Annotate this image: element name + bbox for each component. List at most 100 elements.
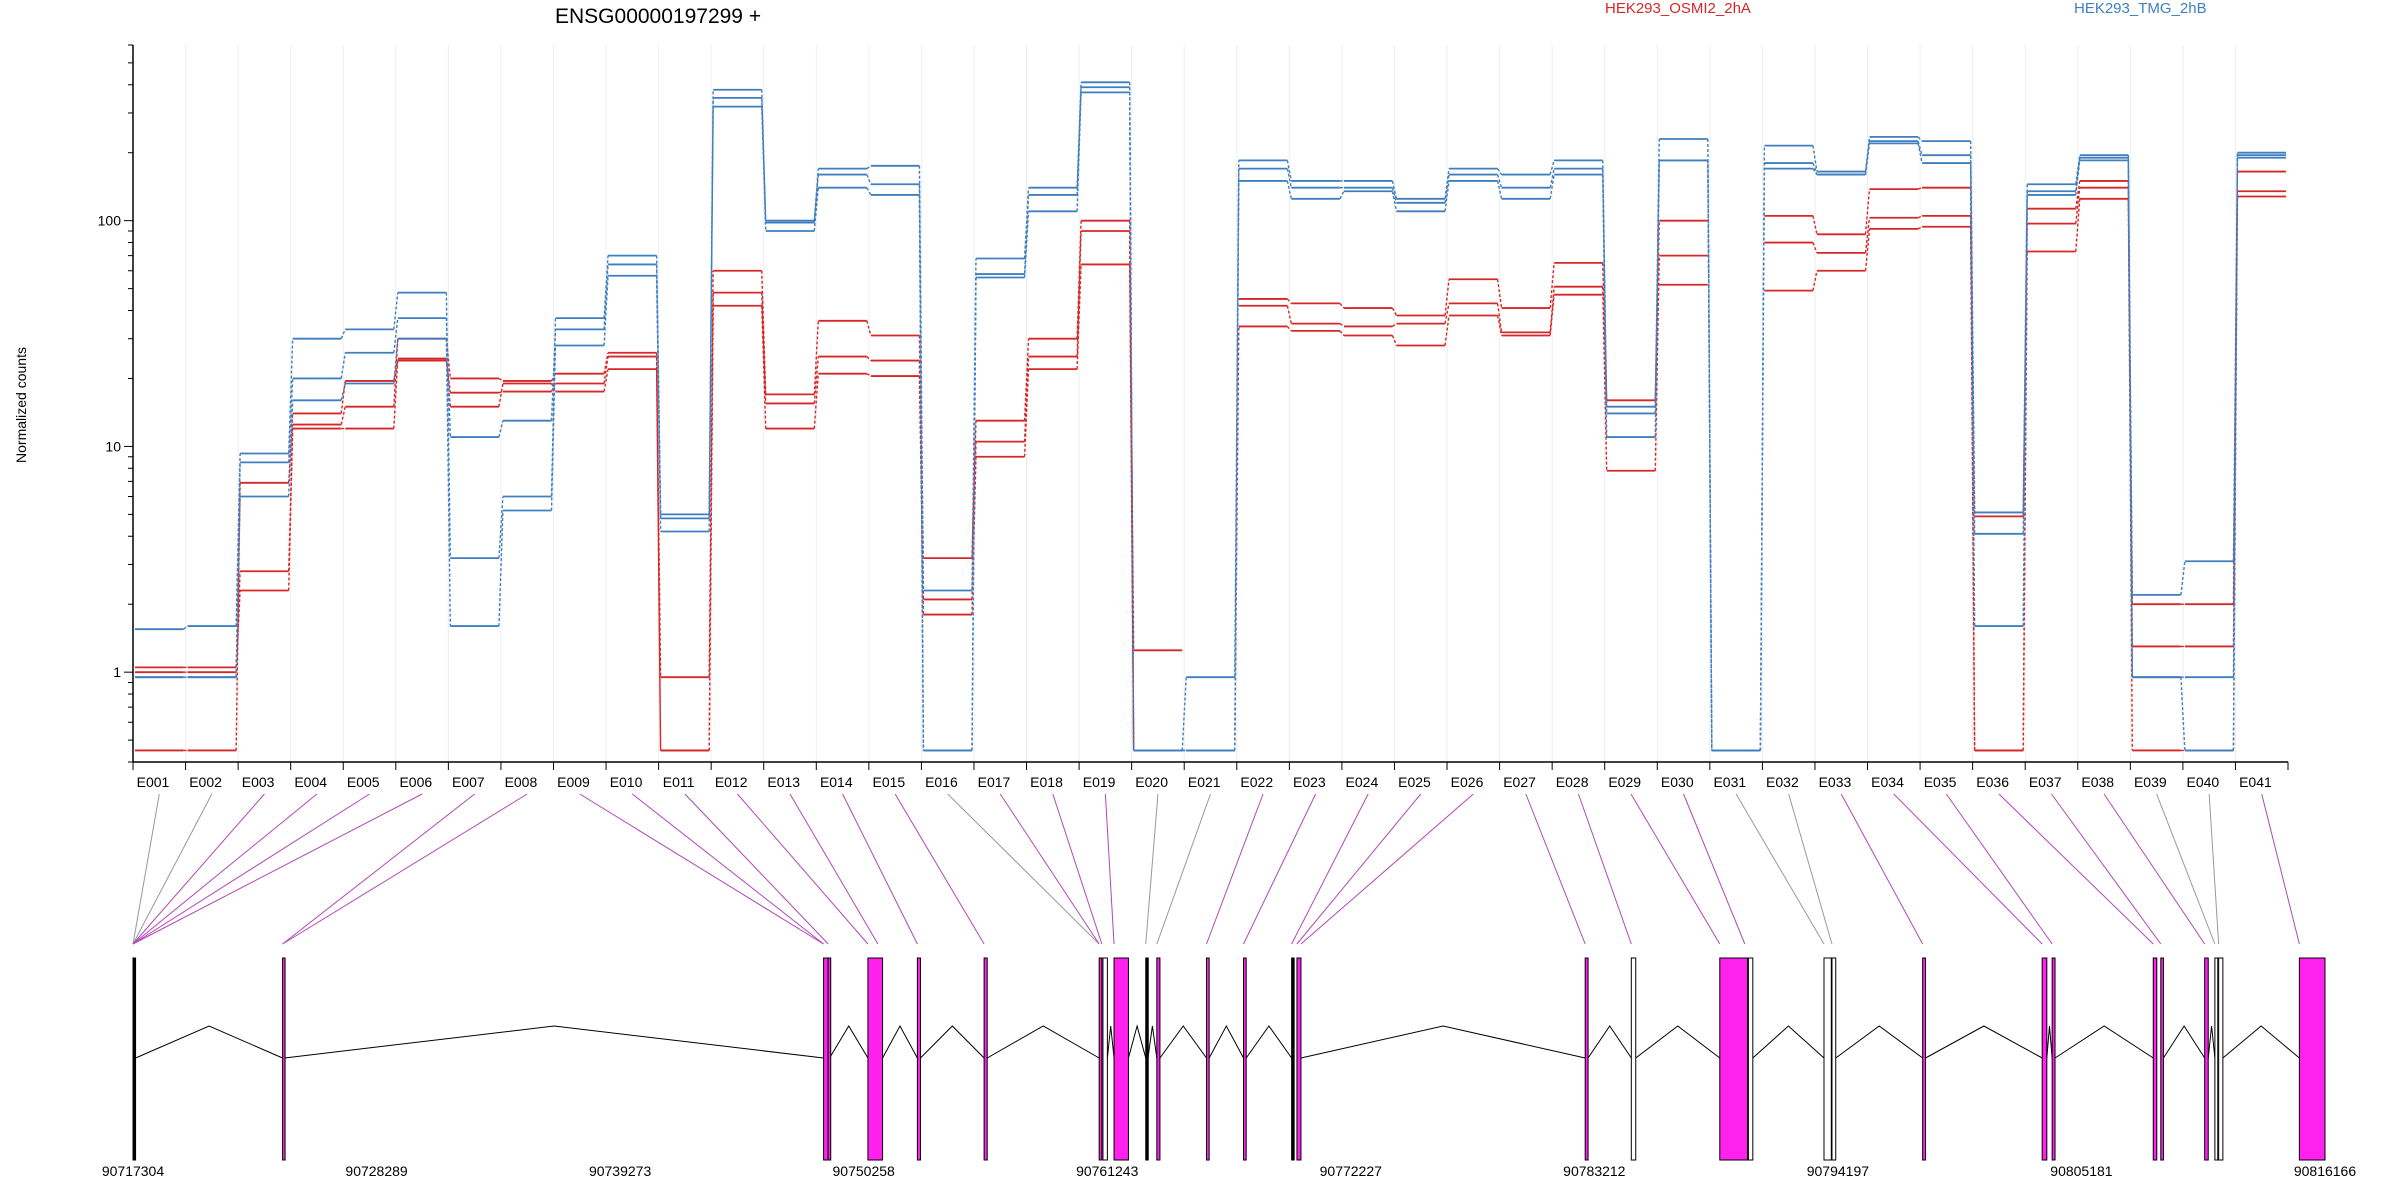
genome-tick-label: 90717304 — [102, 1163, 165, 1179]
series-connector — [393, 358, 399, 429]
x-tick-label: E006 — [399, 774, 432, 790]
series-connector — [498, 377, 504, 382]
series-connector — [813, 168, 819, 221]
exon-mapping-line — [1577, 793, 1632, 945]
x-tick-label: E038 — [2081, 774, 2114, 790]
series-connector — [1549, 160, 1555, 175]
genome-tick-label: 90728289 — [345, 1163, 408, 1179]
x-tick-label: E010 — [610, 774, 643, 790]
series-connector — [393, 318, 399, 353]
x-tick-label: E002 — [189, 774, 222, 790]
exon-box — [1102, 957, 1108, 1161]
series-connector — [393, 338, 399, 384]
x-tick-label: E040 — [2187, 774, 2220, 790]
exon-mapping-line — [132, 793, 160, 945]
genome-tick-label: 90794197 — [1807, 1163, 1870, 1179]
x-tick-label: E019 — [1083, 774, 1116, 790]
exon-box — [2204, 957, 2209, 1161]
series-connector — [1864, 189, 1871, 235]
exon-box — [1922, 957, 1927, 1161]
exon-mapping-line — [132, 793, 265, 945]
series-connector — [498, 510, 504, 627]
x-tick-label: E027 — [1503, 774, 1536, 790]
intron — [2046, 1025, 2053, 1059]
series-connector — [1286, 180, 1293, 199]
intron — [2207, 1025, 2216, 1059]
series-connector — [183, 625, 188, 630]
exon-box — [1205, 957, 1210, 1161]
exon-mapping-line — [1156, 793, 1211, 945]
series-group — [135, 81, 2286, 752]
axes: 1 10 100 E001 E002 E003 E004 E005 E006 E007 E008 E0… — [98, 44, 2289, 790]
series-connector — [1181, 677, 1187, 751]
series-connector — [603, 356, 609, 384]
exon-mapping-line — [1998, 793, 2154, 945]
series-connector — [1654, 160, 1660, 438]
series-connector — [1076, 87, 1082, 195]
exon-mapping-line — [2156, 793, 2216, 945]
exon-box — [1291, 957, 1295, 1161]
exon-box — [916, 957, 921, 1161]
exon-mapping-line — [1683, 793, 1746, 945]
x-tick-label: E041 — [2239, 774, 2272, 790]
exon-mapping-line — [1788, 793, 1833, 945]
intron — [1147, 1025, 1158, 1059]
series-connector — [550, 345, 557, 511]
x-tick-label: E015 — [873, 774, 906, 790]
series-connector — [1023, 211, 1030, 278]
exon-mapping-line — [1840, 793, 1924, 945]
series-connector — [1391, 191, 1398, 212]
exon-mapping-line — [132, 793, 318, 945]
series-connector — [340, 380, 346, 414]
series-connector — [1023, 194, 1030, 275]
series-connector — [1496, 180, 1503, 199]
x-tick-label: E011 — [663, 774, 695, 790]
x-tick-label: E022 — [1240, 774, 1273, 790]
series-connector — [2022, 194, 2028, 627]
intron — [1587, 1025, 1632, 1059]
series-connector — [1339, 190, 1345, 200]
series-connector — [1917, 226, 1923, 230]
intron — [2163, 1025, 2206, 1059]
y-tick-label: 10 — [105, 438, 121, 454]
series-connector — [287, 400, 294, 497]
series-connector — [235, 590, 241, 673]
exon-mapping-line — [842, 793, 918, 945]
series-connector — [1339, 302, 1345, 309]
series-connector — [1969, 163, 1976, 627]
series-connector — [1339, 330, 1345, 336]
series-lines — [135, 81, 2286, 752]
series-connector — [1812, 145, 1818, 172]
genome-tick-label: 90783212 — [1563, 1163, 1626, 1179]
y-tick-label: 100 — [98, 213, 122, 229]
x-tick-label: E032 — [1766, 774, 1799, 790]
y-tick-label: 1 — [113, 664, 121, 680]
series-connector — [1286, 298, 1292, 304]
series-connector — [2075, 160, 2081, 196]
exon-box — [2218, 957, 2224, 1161]
exon-box — [2051, 957, 2056, 1161]
x-tick-label: E014 — [820, 774, 853, 790]
series-connector — [918, 194, 925, 751]
x-tick-label: E016 — [925, 774, 958, 790]
series-connector — [340, 406, 346, 425]
exon-box — [1747, 957, 1754, 1161]
series-connector — [1392, 323, 1397, 328]
gridlines — [185, 45, 2236, 762]
x-tick-label: E004 — [294, 774, 327, 790]
series-connector — [1549, 168, 1555, 188]
series-connector — [393, 338, 399, 407]
series-connector — [2232, 157, 2239, 751]
intron — [1925, 1025, 2043, 1059]
series-connector — [340, 383, 346, 401]
exon-box — [823, 957, 829, 1161]
series-connector — [866, 187, 872, 196]
series-connector — [971, 277, 977, 751]
series-connector — [498, 496, 504, 559]
exon-mapping-line — [132, 793, 423, 945]
exon-mapping-line — [737, 793, 869, 945]
series-connector — [708, 106, 714, 532]
x-tick-label: E031 — [1713, 774, 1746, 790]
exon-box — [1145, 957, 1149, 1161]
